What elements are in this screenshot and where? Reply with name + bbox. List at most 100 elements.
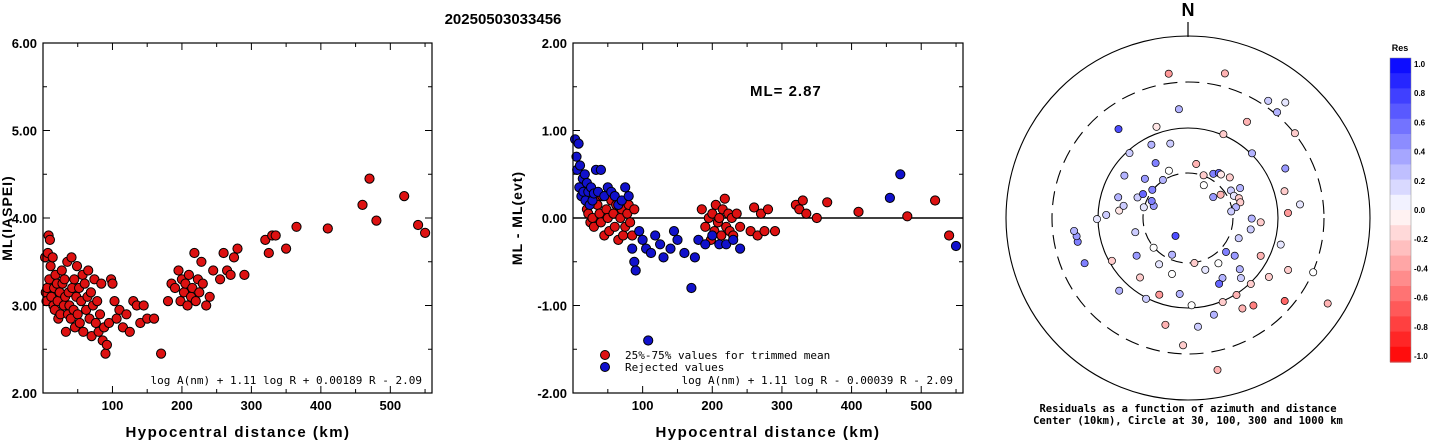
station-marker <box>1164 69 1173 78</box>
station-marker <box>1107 256 1116 265</box>
station-marker <box>1201 265 1210 274</box>
panel2-ytick-label: -2.00 <box>537 386 567 401</box>
colorbar-cell <box>1390 301 1411 317</box>
station-marker <box>1236 274 1245 283</box>
station-marker <box>1115 286 1124 295</box>
polar-caption-line-2: Center (10km), Circle at 30, 100, 300 an… <box>1033 415 1343 427</box>
station-marker <box>1246 279 1255 288</box>
panel2-trimmed-point <box>714 212 725 224</box>
panel2-rejected-point <box>707 230 718 241</box>
panel2-ylabel: ML - ML(evt) <box>509 171 525 265</box>
panel2-ytick-label: 1.00 <box>542 124 567 139</box>
panel1-trimmed-point <box>201 300 212 311</box>
panel1-trimmed-point <box>83 265 94 276</box>
station-marker <box>1080 259 1089 268</box>
panel1-trimmed-point <box>103 317 115 329</box>
panel1-trimmed-point <box>291 221 302 232</box>
station-marker <box>1234 234 1243 243</box>
station-marker <box>1142 294 1151 303</box>
station-marker <box>1194 322 1202 331</box>
station-marker <box>1166 139 1175 148</box>
panel2-rejected-point <box>573 138 584 149</box>
colorbar-cell <box>1390 240 1411 257</box>
station-marker <box>1171 231 1180 240</box>
colorbar-cell <box>1390 210 1411 226</box>
panel2-trimmed-point <box>629 204 640 215</box>
colorbar-cell <box>1390 270 1411 287</box>
panel1-trimmed-point <box>156 348 167 359</box>
panel1-ytick-label: 6.00 <box>12 36 37 51</box>
panel2-rejected-point <box>571 151 582 162</box>
panel2-xtick-label: 100 <box>632 398 654 413</box>
panel2-trimmed-point <box>609 221 620 232</box>
panel1-trimmed-point <box>109 296 120 307</box>
station-marker <box>1209 193 1218 202</box>
legend-marker-trimmed <box>600 350 610 360</box>
station-marker <box>1235 265 1244 274</box>
station-marker <box>1136 273 1144 282</box>
station-marker <box>1139 203 1148 212</box>
figure-title: 20250503033456 <box>445 11 562 28</box>
station-marker <box>1264 272 1273 281</box>
station-marker <box>1151 159 1160 168</box>
panel2-xtick-label: 400 <box>841 398 863 413</box>
colorbar-cell <box>1390 164 1411 181</box>
station-marker <box>1249 301 1258 310</box>
panel1-trimmed-point <box>96 278 107 289</box>
panel2-ytick-label: 0.00 <box>542 211 567 226</box>
panel2-rejected-point <box>679 247 690 259</box>
panel1-trimmed-point <box>228 252 240 263</box>
colorbar-tick-label: 0.6 <box>1414 118 1426 127</box>
station-marker <box>1148 185 1157 194</box>
panel1-trimmed-point <box>78 326 89 337</box>
panel1-trimmed-point <box>357 199 368 210</box>
panel1-trimmed-point <box>371 215 382 226</box>
panel2-xticks: 100 200 300 400 500 <box>607 43 957 413</box>
station-marker <box>1222 248 1230 256</box>
panel2-rejected-point <box>665 243 676 254</box>
station-marker <box>1115 206 1124 215</box>
station-marker <box>1280 187 1289 196</box>
panel1-trimmed-point <box>56 265 67 276</box>
station-marker <box>1217 170 1225 179</box>
station-marker <box>1243 117 1251 126</box>
station-marker <box>1155 260 1164 269</box>
panel1-trimmed-point <box>232 243 243 254</box>
station-marker <box>1218 274 1227 282</box>
station-marker <box>1216 190 1225 199</box>
panel1-trimmed-point <box>322 223 333 234</box>
panel2-rejected-point <box>629 256 640 267</box>
panel2-ytick-label: 2.00 <box>542 36 567 51</box>
station-marker <box>1246 225 1255 234</box>
station-marker <box>1236 198 1245 207</box>
colorbar-cell <box>1390 88 1411 105</box>
station-marker <box>1276 240 1285 249</box>
panel2-ml-annotation: ML= 2.87 <box>750 83 822 100</box>
station-marker <box>1284 266 1293 274</box>
station-marker <box>1199 171 1208 180</box>
panel1-xtick-label: 200 <box>171 398 193 413</box>
ring-300km <box>1051 81 1325 355</box>
panel1-xlabel: Hypocentral distance (km) <box>125 424 350 441</box>
panel2-trimmed-point <box>719 193 730 204</box>
panel1-trimmed-point <box>138 300 149 311</box>
panel2-trimmed-point <box>930 195 941 206</box>
station-marker <box>1215 279 1224 288</box>
station-marker <box>1309 268 1318 277</box>
panel2-rejected-point <box>700 239 711 250</box>
panel1-trimmed-point <box>413 219 424 231</box>
panel2-xtick-label: 200 <box>701 398 723 413</box>
panel1-trimmed-point <box>182 300 193 311</box>
station-marker <box>1120 171 1129 180</box>
panel1-trimmed-point <box>189 247 200 259</box>
station-marker <box>1161 320 1170 329</box>
panel2-trimmed-point <box>801 208 812 219</box>
panel1-trimmed-point <box>204 291 215 302</box>
station-marker <box>1187 301 1196 310</box>
station-marker <box>1236 184 1245 193</box>
colorbar-tick-label: 0.0 <box>1414 206 1426 215</box>
panel1-trimmed-point <box>94 309 106 320</box>
station-marker <box>1093 215 1101 224</box>
colorbar-tick-label: -0.4 <box>1414 264 1428 273</box>
